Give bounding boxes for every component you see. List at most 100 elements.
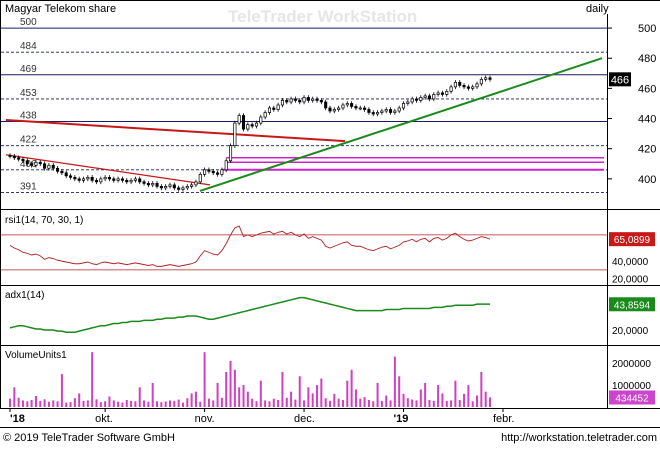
volume-bar (104, 401, 107, 407)
candle-body (436, 92, 440, 95)
volume-bar (134, 401, 137, 407)
volume-bar (112, 400, 115, 407)
volume-bar (463, 393, 466, 407)
candle-body (21, 158, 25, 162)
volume-bar (52, 400, 55, 407)
candle-body (354, 106, 358, 109)
source-url[interactable]: http://workstation.teletrader.com (501, 432, 657, 444)
volume-bar (350, 369, 353, 407)
candle-body (332, 109, 336, 112)
volume-bar (177, 399, 180, 407)
price-axis-label: 500 (638, 23, 656, 35)
candle-body (164, 186, 168, 189)
volume-bar (65, 402, 68, 407)
adx-value-badge (609, 297, 655, 312)
candle-body (198, 173, 202, 183)
candle-body (389, 109, 393, 113)
candle-body (401, 103, 406, 109)
candle-body (445, 91, 449, 95)
candle-body (241, 115, 246, 130)
volume-bar (69, 402, 72, 407)
rsi-value-badge (609, 232, 655, 247)
candle-body (414, 98, 419, 101)
candle-body (172, 184, 176, 189)
volume-bar (255, 401, 258, 407)
downtrend-line (5, 119, 346, 143)
level-label: 406 (20, 159, 37, 170)
time-axis-label: nov. (195, 413, 215, 425)
time-axis-label: '19 (394, 413, 409, 425)
rsi-axis-label: 40,0000 (612, 257, 649, 268)
candle-body (90, 176, 94, 181)
volume-bar (294, 399, 297, 407)
volume-bar (437, 385, 440, 407)
rsi-panel: rsi1(14, 70, 30, 1) 40,0000 20,0000 65,0899 (1, 215, 655, 286)
level-label: 422 (20, 135, 37, 146)
chart-title: Magyar Telekom share (5, 3, 116, 15)
candle-body (263, 112, 267, 118)
volume-bar (78, 393, 81, 407)
level-label: 453 (20, 88, 37, 99)
time-axis: '18 okt. nov. dec. '19 febr. (9, 408, 514, 425)
candle-body (350, 103, 354, 107)
candle-body (112, 178, 116, 181)
candle-body (276, 104, 280, 110)
level-label: 469 (20, 64, 37, 75)
volume-bar (341, 399, 344, 407)
candle-body (285, 100, 289, 103)
candle-body (427, 95, 431, 100)
candle-body (47, 164, 51, 169)
volume-bar (281, 371, 284, 407)
volume-bar (389, 400, 392, 407)
candle-body (337, 107, 341, 110)
adx-title: adx1(14) (5, 290, 44, 301)
candle-body (341, 104, 345, 109)
candle-body (466, 86, 470, 89)
volume-bar (121, 402, 124, 407)
volume-bar (108, 396, 111, 407)
volume-bar (82, 400, 85, 407)
candle-body (211, 170, 215, 174)
candle-body (233, 122, 237, 147)
copyright-text: © 2019 TeleTrader Software GmbH (3, 432, 175, 444)
volume-bar (117, 401, 120, 407)
rsi-axis-label: 20,0000 (612, 275, 649, 286)
volume-bar (17, 397, 20, 407)
volume-bar (246, 391, 249, 407)
level-label: 484 (20, 41, 37, 52)
volume-bar (147, 401, 150, 407)
volume-bar (151, 382, 154, 407)
candle-body (159, 186, 163, 189)
volume-bar (419, 389, 422, 407)
volume-bar (26, 401, 29, 407)
candle-body (250, 124, 254, 127)
volume-bar (354, 389, 357, 407)
candle-body (319, 100, 323, 103)
volume-bar (337, 398, 340, 407)
volume-bar (380, 400, 383, 407)
volume-bar (285, 397, 288, 407)
candle-body (103, 176, 107, 180)
volume-bar (471, 401, 474, 407)
time-axis-label: dec. (294, 413, 315, 425)
candle-body (289, 98, 293, 103)
candle-body (302, 97, 306, 103)
volume-bar (363, 397, 366, 407)
candle-body (246, 124, 250, 130)
candle-body (99, 178, 103, 183)
volume-bar (367, 399, 370, 407)
volume-bar (303, 400, 306, 407)
volume-bar (268, 401, 271, 407)
volume-bar (13, 387, 16, 407)
candle-body (259, 116, 263, 124)
candle-body (224, 160, 228, 171)
volume-bar (376, 382, 379, 407)
candle-body (81, 178, 86, 181)
watermark: TeleTrader WorkStation (228, 7, 417, 26)
volume-bar (324, 398, 327, 407)
candle-body (371, 112, 375, 115)
candle-body (384, 109, 388, 112)
candle-body (133, 178, 137, 181)
time-axis-label: '18 (10, 413, 25, 425)
candle-body (471, 86, 475, 89)
